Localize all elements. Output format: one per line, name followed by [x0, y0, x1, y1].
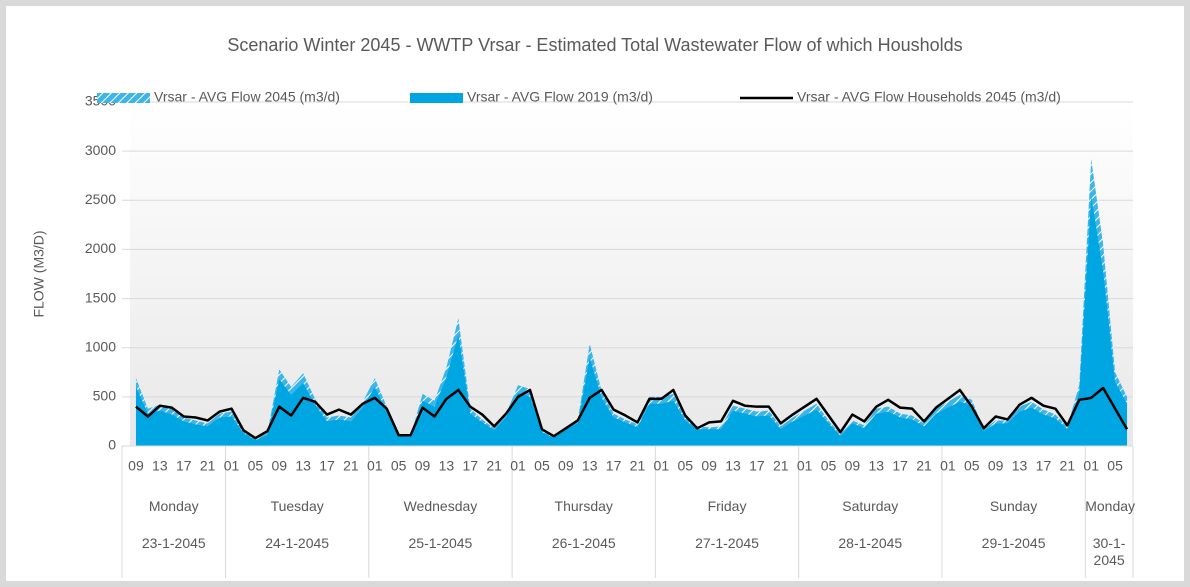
x-tick-label: 17 — [606, 458, 622, 474]
legend-swatch — [410, 93, 463, 103]
x-tick-label: 05 — [821, 458, 837, 474]
x-tick-label: 21 — [1060, 458, 1076, 474]
x-tick-label: 09 — [558, 458, 574, 474]
y-tick-label: 2000 — [85, 240, 116, 256]
day-label: Tuesday — [270, 498, 324, 514]
x-tick-label: 13 — [295, 458, 311, 474]
date-label: 23-1-2045 — [141, 535, 206, 551]
line — [135, 386, 1129, 440]
x-tick-label: 01 — [940, 458, 956, 474]
y-tick-label: 0 — [108, 437, 116, 453]
x-tick-label: 17 — [463, 458, 479, 474]
y-tick-label: 500 — [93, 388, 117, 404]
date-label: 27-1-2045 — [695, 535, 759, 551]
legend-label: Vrsar - AVG Flow Households 2045 (m3/d) — [797, 89, 1061, 105]
x-tick-label: 13 — [582, 458, 598, 474]
date-label: 28-1-2045 — [838, 535, 903, 551]
x-tick-label: 01 — [797, 458, 813, 474]
x-tick-label: 09 — [701, 458, 717, 474]
x-tick-label: 05 — [391, 458, 407, 474]
x-tick-label: 01 — [510, 458, 526, 474]
x-tick-label: 09 — [271, 458, 287, 474]
legend-swatch — [97, 93, 150, 103]
y-tick-label: 2500 — [85, 191, 116, 207]
x-tick-label: 09 — [988, 458, 1004, 474]
x-tick-label: 13 — [152, 458, 168, 474]
x-tick-label: 01 — [224, 458, 240, 474]
x-tick-label: 05 — [534, 458, 550, 474]
x-tick-label: 21 — [486, 458, 502, 474]
y-tick-label: 1000 — [85, 338, 116, 354]
x-tick-label: 17 — [176, 458, 192, 474]
day-label: Thursday — [554, 498, 613, 514]
legend-label: Vrsar - AVG Flow 2019 (m3/d) — [467, 89, 653, 105]
x-tick-label: 13 — [1012, 458, 1028, 474]
x-tick-label: 01 — [367, 458, 383, 474]
day-label: Sunday — [989, 498, 1038, 514]
area — [135, 196, 1128, 446]
x-tick-label: 09 — [128, 458, 144, 474]
x-tick-label: 17 — [749, 458, 765, 474]
x-tick-label: 09 — [415, 458, 431, 474]
x-tick-label: 05 — [1107, 458, 1123, 474]
x-tick-label: 21 — [630, 458, 646, 474]
x-tick-label: 05 — [677, 458, 693, 474]
date-label: 29-1-2045 — [981, 535, 1046, 551]
x-tick-label: 21 — [343, 458, 359, 474]
x-tick-label: 17 — [319, 458, 335, 474]
day-label: Wednesday — [403, 498, 478, 514]
y-axis-title: FLOW (M3/D) — [31, 230, 47, 317]
x-tick-label: 13 — [868, 458, 884, 474]
day-label: Saturday — [842, 498, 899, 514]
x-tick-label: 21 — [916, 458, 932, 474]
date-label: 30-1-2045 — [1092, 535, 1126, 568]
chart-title: Scenario Winter 2045 - WWTP Vrsar - Esti… — [227, 35, 962, 55]
x-tick-label: 05 — [248, 458, 264, 474]
x-tick-label: 01 — [654, 458, 670, 474]
day-label: Monday — [1085, 498, 1136, 514]
date-label: 24-1-2045 — [265, 535, 330, 551]
date-label: 26-1-2045 — [551, 535, 616, 551]
x-tick-label: 17 — [1036, 458, 1052, 474]
x-tick-label: 13 — [725, 458, 741, 474]
date-label: 25-1-2045 — [408, 535, 473, 551]
y-tick-label: 3000 — [85, 142, 116, 158]
x-tick-label: 01 — [1083, 458, 1099, 474]
day-label: Friday — [707, 498, 747, 514]
x-tick-label: 17 — [892, 458, 908, 474]
x-tick-label: 13 — [439, 458, 455, 474]
x-tick-label: 21 — [773, 458, 789, 474]
x-tick-label: 05 — [964, 458, 980, 474]
day-label: Monday — [148, 498, 199, 514]
x-tick-label: 21 — [200, 458, 216, 474]
x-tick-label: 09 — [845, 458, 861, 474]
y-tick-label: 1500 — [85, 289, 116, 305]
legend-label: Vrsar - AVG Flow 2045 (m3/d) — [154, 89, 340, 105]
